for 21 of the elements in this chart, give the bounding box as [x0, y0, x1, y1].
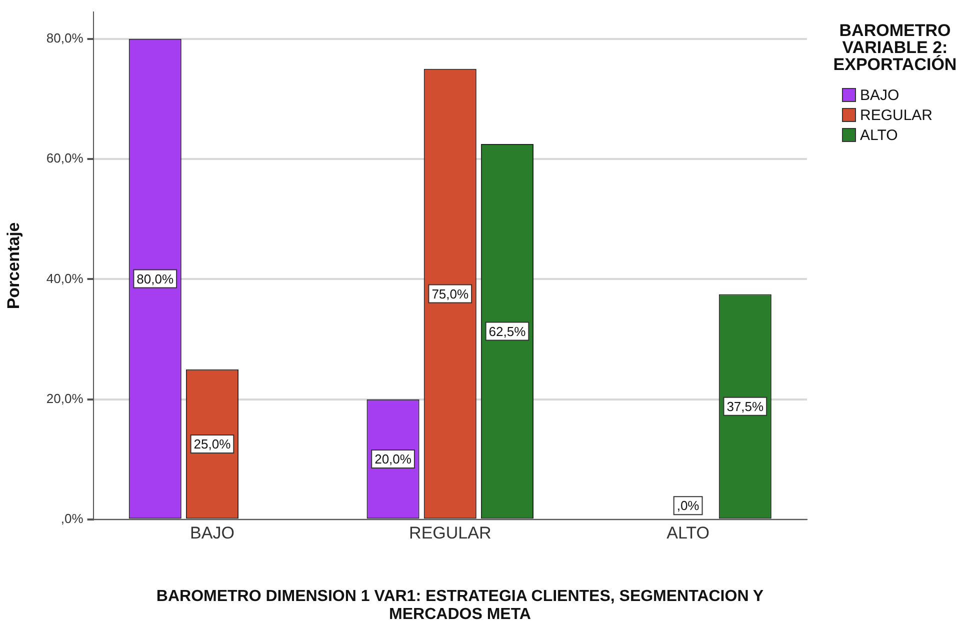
x-axis-title: BAROMETRO DIMENSION 1 VAR1: ESTRATEGIA CLIENTES, SEGMENTACION Y MERCADOS META [155, 588, 765, 624]
data-label: 25,0% [194, 436, 232, 452]
x-tick-label: ALTO [666, 523, 710, 542]
data-label: 20,0% [374, 452, 412, 467]
y-tick-label: 60,0% [46, 150, 84, 166]
y-tick-label: 40,0% [46, 270, 84, 286]
data-label: 37,5% [726, 399, 764, 414]
y-tick-label: ,0% [60, 511, 84, 526]
x-tick-label: REGULAR [409, 523, 492, 542]
y-axis-title: Porcentaje [4, 222, 23, 310]
data-label: 75,0% [432, 286, 469, 302]
data-label: ,0% [676, 498, 700, 514]
legend-label: REGULAR [860, 106, 933, 124]
legend-title: BAROMETRO VARIABLE 2: EXPORTACIÓN [832, 21, 958, 74]
y-tick-label: 20,0% [46, 390, 84, 406]
legend-label: BAJO [860, 86, 900, 104]
x-tick-label: BAJO [190, 523, 234, 542]
legend-label: ALTO [860, 126, 898, 144]
data-label: 62,5% [488, 324, 526, 339]
data-label: 80,0% [136, 271, 174, 286]
y-tick-label: 80,0% [46, 30, 84, 46]
